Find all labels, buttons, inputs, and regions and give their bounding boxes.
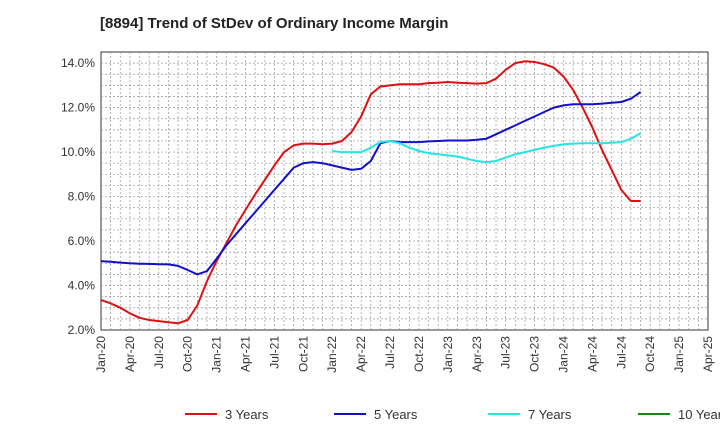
y-axis: 2.0% 4.0% 6.0% 8.0% 10.0% 12.0% 14.0%	[61, 56, 95, 337]
x-tick-label: Jan-24	[556, 336, 570, 373]
x-tick-label: Apr-22	[354, 336, 368, 372]
x-axis: Jan-20 Apr-20 Jul-20 Oct-20 Jan-21 Apr-21 Jul-…	[94, 336, 715, 373]
x-tick-label: Apr-24	[585, 336, 599, 372]
y-tick-label: 6.0%	[68, 234, 96, 248]
grid	[101, 52, 708, 330]
x-tick-label: Oct-24	[643, 336, 657, 372]
x-tick-label: Oct-22	[412, 336, 426, 372]
x-tick-label: Jan-20	[94, 336, 108, 373]
y-tick-label: 4.0%	[68, 279, 96, 293]
y-tick-label: 2.0%	[68, 323, 96, 337]
series-line-3-years	[100, 60, 641, 325]
plot-area	[100, 51, 709, 331]
x-tick-label: Apr-25	[701, 336, 715, 372]
legend-label: 5 Years	[374, 407, 418, 422]
x-tick-label: Jul-23	[499, 336, 513, 369]
x-tick-label: Jan-23	[441, 336, 455, 373]
x-tick-label: Jul-21	[267, 336, 281, 369]
x-tick-label: Apr-21	[239, 336, 253, 372]
x-tick-label: Jan-21	[210, 336, 224, 373]
y-tick-label: 8.0%	[68, 190, 96, 204]
y-tick-label: 14.0%	[61, 56, 95, 70]
x-tick-label: Apr-20	[123, 336, 137, 372]
x-tick-label: Oct-21	[296, 336, 310, 372]
x-tick-label: Jul-24	[614, 336, 628, 369]
x-tick-label: Jul-22	[383, 336, 397, 369]
x-tick-label: Jan-22	[325, 336, 339, 373]
x-tick-label: Oct-20	[181, 336, 195, 372]
legend: 3 Years 5 Years 7 Years 10 Years	[185, 407, 720, 422]
x-tick-label: Oct-23	[528, 336, 542, 372]
legend-label: 3 Years	[225, 407, 269, 422]
legend-label: 7 Years	[528, 407, 572, 422]
series-line-5-years	[100, 91, 642, 276]
series-lines	[100, 60, 642, 325]
x-tick-label: Apr-23	[470, 336, 484, 372]
y-tick-label: 12.0%	[61, 101, 95, 115]
series-line-7-years	[332, 132, 642, 164]
y-tick-label: 10.0%	[61, 145, 95, 159]
x-tick-label: Jul-20	[152, 336, 166, 369]
legend-label: 10 Years	[678, 407, 720, 422]
chart-title: [8894] Trend of StDev of Ordinary Income…	[100, 15, 448, 32]
x-tick-label: Jan-25	[672, 336, 686, 373]
